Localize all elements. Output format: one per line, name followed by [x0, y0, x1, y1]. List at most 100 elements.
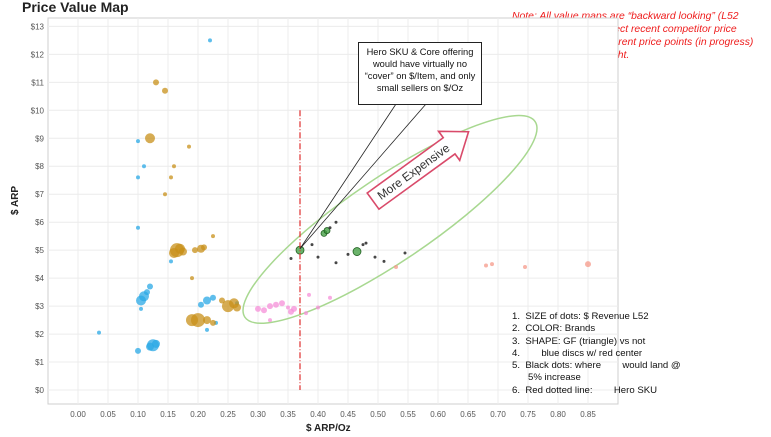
data-point	[382, 259, 386, 263]
grid	[48, 18, 618, 404]
legend-item: 3. SHAPE: GF (triangle) vs not	[512, 335, 646, 347]
data-point	[163, 192, 167, 197]
arrow-shape	[366, 130, 470, 211]
y-tick-label: $10	[31, 106, 45, 115]
data-point	[585, 261, 591, 268]
y-tick-label: $12	[31, 50, 45, 59]
data-point	[145, 133, 155, 144]
data-point	[203, 296, 211, 305]
legend-item: 4. blue discs w/ red center	[512, 347, 643, 359]
data-point	[187, 144, 191, 149]
data-point	[279, 300, 285, 307]
data-point	[201, 244, 207, 251]
data-point	[364, 241, 368, 245]
data-point	[169, 259, 173, 264]
y-tick-label: $11	[31, 78, 44, 87]
data-point	[286, 305, 290, 310]
x-tick-label: 0.65	[460, 410, 476, 419]
legend-list: 1. SIZE of dots: $ Revenue L52 2. COLOR:…	[512, 311, 681, 397]
data-point	[191, 313, 205, 328]
data-point	[205, 327, 209, 332]
data-point	[169, 175, 173, 180]
data-point	[310, 243, 314, 247]
data-point	[394, 264, 398, 269]
y-tick-label: $2	[35, 330, 44, 339]
data-point	[484, 263, 488, 268]
data-point	[267, 303, 273, 310]
y-tick-label: $3	[35, 302, 44, 311]
data-point	[490, 262, 494, 267]
data-point	[361, 243, 365, 247]
data-point	[334, 261, 338, 265]
data-point	[192, 247, 198, 254]
data-point	[97, 330, 101, 335]
expensive-region	[242, 114, 538, 325]
data-point	[273, 301, 279, 308]
data-point	[255, 305, 261, 312]
legend-item: 5. Black dots: where would land @	[512, 360, 681, 372]
y-tick-label: $1	[35, 358, 44, 367]
data-point	[373, 255, 377, 259]
data-point	[219, 297, 225, 304]
callout-pointer	[299, 103, 397, 249]
data-point	[334, 220, 338, 224]
data-point	[346, 252, 350, 256]
legend-item: 1. SIZE of dots: $ Revenue L52	[512, 311, 649, 322]
data-point	[147, 283, 153, 290]
data-point	[352, 247, 362, 256]
x-tick-label: 0.80	[550, 410, 566, 419]
data-point	[233, 303, 241, 312]
data-point	[208, 38, 212, 43]
x-tick-label: 0.30	[250, 410, 266, 419]
x-tick-label: 0.40	[310, 410, 326, 419]
callout-pointer	[299, 103, 427, 250]
data-point	[307, 292, 311, 297]
x-tick-label: 0.50	[370, 410, 386, 419]
y-tick-label: $4	[35, 274, 44, 283]
y-axis-label: $ ARP	[10, 185, 21, 215]
data-point	[136, 225, 140, 230]
x-tick-label: 0.70	[490, 410, 506, 419]
data-point	[261, 307, 267, 314]
x-tick-label: 0.60	[430, 410, 446, 419]
data-point	[323, 227, 331, 234]
y-tick-label: $5	[35, 246, 44, 255]
data-point	[136, 139, 140, 144]
y-tick-label: $13	[31, 22, 45, 31]
data-point	[403, 251, 407, 255]
callout-box: Hero SKU & Core offering would have virt…	[358, 42, 482, 105]
data-point	[210, 319, 216, 326]
x-tick-label: 0.45	[340, 410, 356, 419]
data-point	[136, 175, 140, 180]
data-point	[152, 339, 160, 348]
data-point	[328, 226, 332, 230]
y-tick-label: $8	[35, 162, 44, 171]
data-point	[289, 257, 293, 261]
expensive-ellipse	[242, 114, 538, 325]
data-point	[316, 255, 320, 259]
x-tick-label: 0.85	[580, 410, 596, 419]
data-point	[198, 301, 204, 308]
data-points	[97, 38, 591, 354]
x-axis-label: $ ARP/Oz	[306, 423, 351, 434]
data-point	[139, 306, 143, 311]
y-tick-label: $0	[35, 386, 44, 395]
data-point	[268, 318, 272, 323]
legend-item: 2. COLOR: Brands	[512, 323, 596, 335]
x-tick-label: 0.05	[100, 410, 116, 419]
y-tick-label: $7	[35, 190, 44, 199]
data-point	[211, 234, 215, 239]
y-tick-label: $9	[35, 134, 44, 143]
tick-labels: $0 $1 $2 $3 $4 $5 $6 $7 $8 $9 $10 $11 $12 $13 0.00 0.05…	[31, 22, 597, 419]
x-tick-label: 0.25	[220, 410, 236, 419]
data-point	[153, 79, 159, 86]
data-point	[210, 294, 216, 301]
data-point	[162, 87, 168, 94]
data-point	[316, 305, 320, 310]
x-tick-label: 0.35	[280, 410, 296, 419]
data-point	[142, 164, 146, 169]
x-tick-label: 0.10	[130, 410, 146, 419]
data-point	[291, 305, 297, 312]
data-point	[144, 289, 150, 296]
